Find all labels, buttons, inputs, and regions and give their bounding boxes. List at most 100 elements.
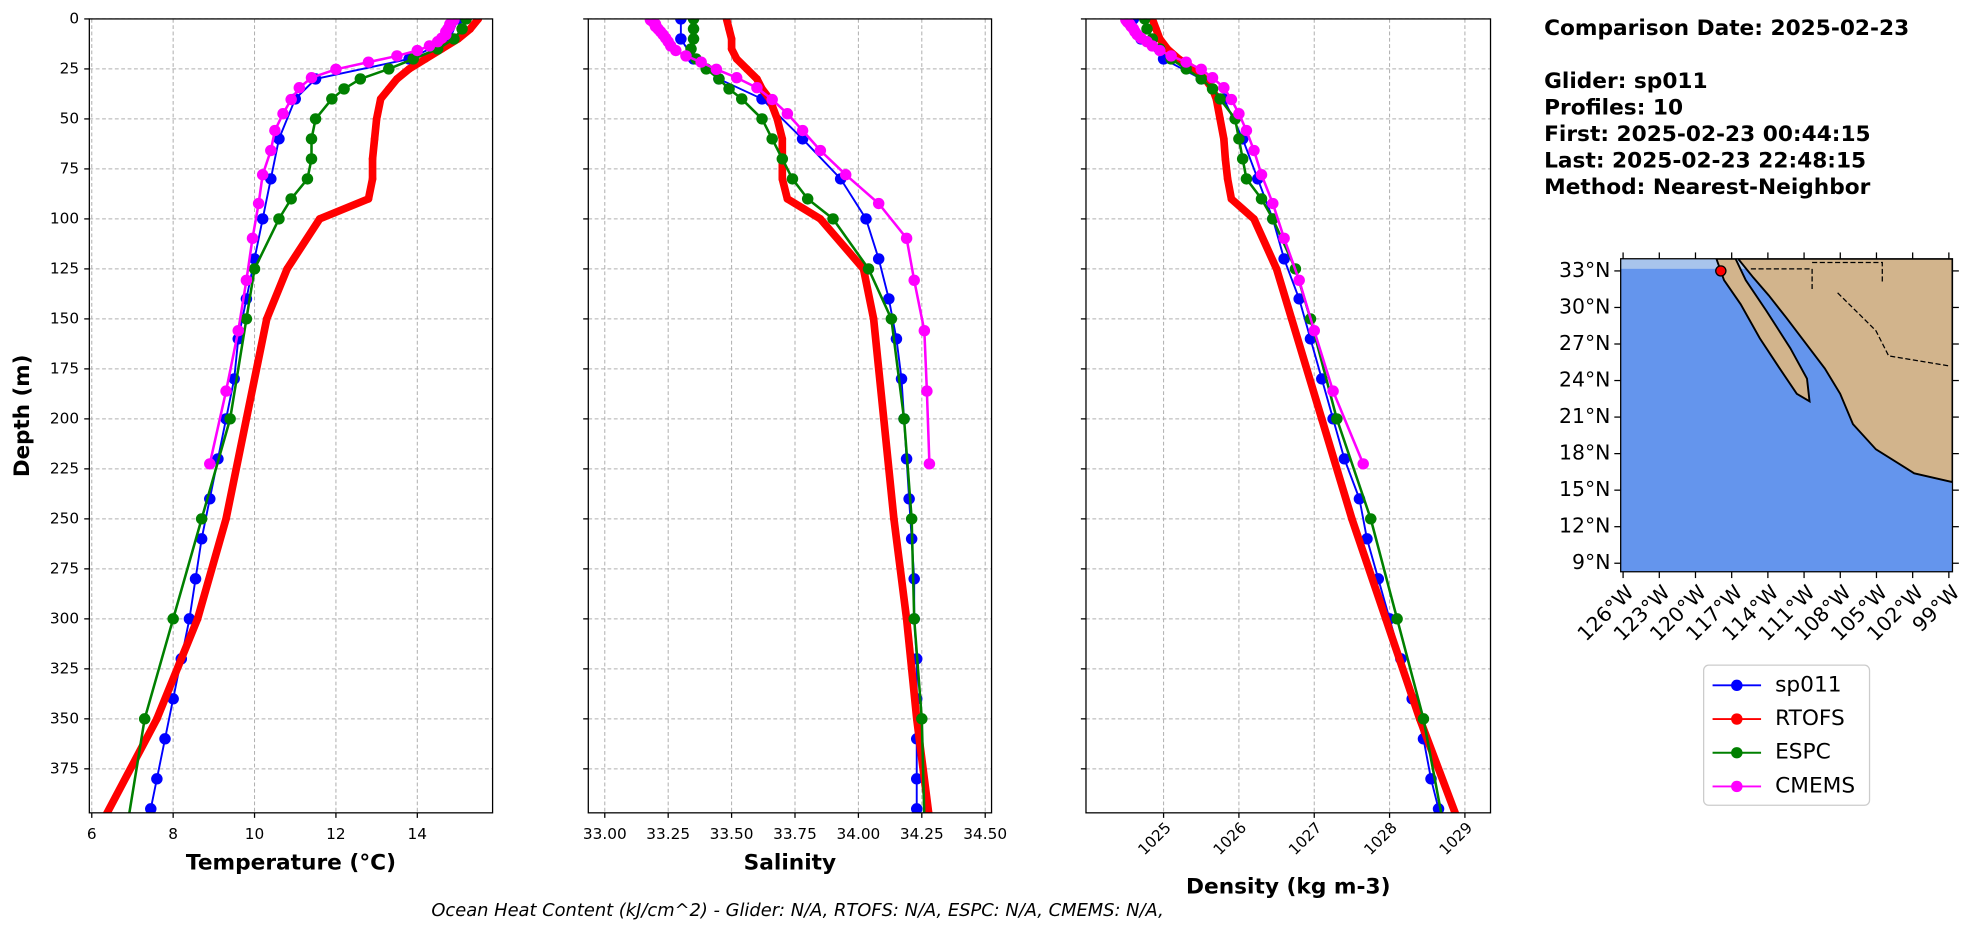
x-tick-label: 33.50 [710, 825, 754, 843]
profile-point [393, 75, 401, 83]
profile-point [305, 153, 318, 165]
profile-point [1293, 274, 1305, 286]
profile-point [1357, 458, 1369, 470]
profile-point [1417, 713, 1430, 725]
profile-point [1165, 50, 1177, 62]
profile-point [1139, 18, 1151, 25]
profile-line [722, 18, 933, 813]
axes-frame [587, 18, 993, 814]
profile-point [269, 124, 281, 137]
profile-point [885, 313, 898, 325]
profile-point [872, 197, 885, 210]
profile-line [649, 18, 931, 464]
profile-point [675, 18, 687, 25]
x-tick-label: 1025 [1134, 819, 1174, 859]
profile-point [918, 325, 931, 337]
profile-point [277, 108, 289, 120]
profile-point [1195, 63, 1207, 76]
profile-point [680, 50, 692, 62]
profile-point [195, 513, 208, 525]
profile-point [751, 82, 763, 94]
y-tick-label: 275 [50, 559, 79, 577]
lat-label: 24°N [1559, 368, 1610, 392]
profile-point [766, 133, 778, 145]
profile-point [1278, 232, 1290, 244]
profile-point [778, 135, 787, 143]
x-tick-label: 1029 [1436, 819, 1476, 859]
profile-point [778, 175, 787, 183]
profile-point [1225, 93, 1238, 106]
profile-point [900, 232, 913, 244]
profile-point [1317, 415, 1326, 423]
x-tick-label: 34.25 [900, 825, 944, 843]
profile-point [796, 133, 809, 145]
axes-frame [88, 18, 494, 814]
profile-point [189, 573, 202, 585]
y-tick-label: 100 [50, 209, 79, 227]
profile-point [923, 458, 936, 470]
profile-point [675, 33, 687, 45]
borders [1750, 261, 1951, 367]
y-axis-label: Depth (m) [10, 355, 35, 478]
x-axis-label: Density (kg m-3) [1186, 874, 1391, 899]
lat-label: 21°N [1559, 404, 1610, 428]
legend-box [1702, 664, 1871, 806]
profile-point [727, 45, 736, 53]
profile-point [722, 18, 731, 23]
profile-point [687, 33, 700, 45]
profile-point [926, 815, 934, 823]
glider-location [1715, 265, 1727, 277]
baja-peninsula [1715, 258, 1811, 404]
profile-point [123, 813, 134, 824]
y-tick-label: 50 [60, 109, 79, 127]
profile-point [240, 274, 253, 286]
profile-point [384, 85, 393, 93]
profile-point [1223, 175, 1232, 183]
profile-point [1220, 135, 1228, 143]
profile-point [273, 133, 285, 145]
profile-point [368, 175, 377, 183]
profile-point [783, 195, 792, 203]
x-tick-label: 12 [326, 825, 345, 843]
profile-point [273, 213, 285, 225]
profile-point [725, 25, 733, 33]
profile-point [898, 413, 910, 425]
profile-point [283, 265, 291, 273]
profile-point [742, 65, 751, 73]
y-tick-label: 200 [50, 409, 79, 427]
profile-point [326, 93, 338, 105]
profile-point [687, 23, 700, 35]
y-tick-label: 0 [69, 9, 79, 27]
profile-point [905, 513, 918, 525]
y-tick-label: 125 [50, 259, 79, 277]
profile-point [456, 23, 468, 35]
profile-point [330, 63, 342, 76]
profile-point [1227, 195, 1236, 203]
profile-point [776, 153, 789, 165]
profile-point [372, 115, 381, 123]
profile-point [364, 195, 373, 203]
profile-point [1364, 513, 1377, 525]
info-line: Glider: sp011 [1544, 69, 1707, 94]
profile-point [246, 232, 259, 244]
profile-point [1195, 73, 1207, 85]
profile-point [879, 415, 888, 423]
profile-point [1278, 253, 1290, 265]
profile-point [265, 144, 277, 157]
info-line: First: 2025-02-23 00:44:15 [1544, 122, 1871, 147]
profile-point [285, 93, 297, 106]
y-tick-label: 175 [50, 359, 79, 377]
profile-point [735, 93, 748, 105]
profile-point [376, 95, 385, 103]
profile-point [262, 315, 271, 323]
profile-point [222, 515, 230, 523]
legend-marker [1731, 747, 1743, 759]
legend-label: RTOFS [1775, 706, 1845, 731]
profile-point [305, 72, 318, 84]
y-tick-label: 75 [60, 159, 79, 177]
profile-point [890, 515, 898, 523]
profile-point [781, 108, 794, 120]
lat-label: 12°N [1559, 514, 1610, 538]
y-tick-label: 225 [50, 459, 79, 477]
x-tick-label: 33.00 [583, 825, 627, 843]
